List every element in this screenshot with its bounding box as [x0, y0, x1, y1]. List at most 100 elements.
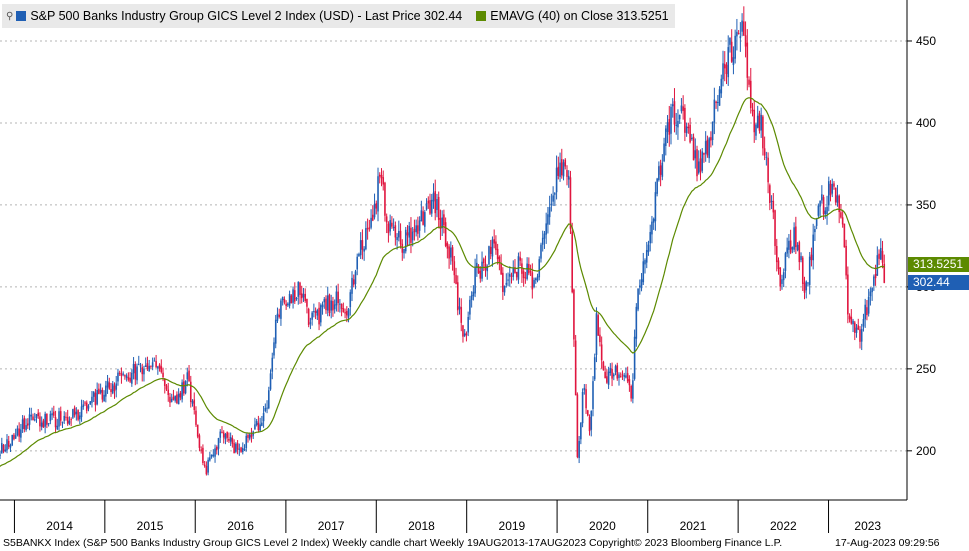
y-tick-label: 250 — [916, 362, 936, 376]
candle-body — [722, 63, 724, 80]
candle-body — [337, 291, 339, 304]
candle-body — [46, 413, 48, 425]
candle-body — [328, 294, 331, 314]
candle-body — [474, 267, 476, 294]
candle-body — [732, 57, 735, 66]
candle-body — [332, 301, 334, 311]
candle-body — [684, 107, 686, 133]
candle-body — [392, 227, 395, 229]
candle-body — [266, 407, 268, 409]
candle-body — [680, 105, 683, 112]
y-tick-label: 450 — [916, 34, 936, 48]
candle-body — [314, 311, 317, 313]
candle-body — [23, 417, 26, 430]
candle-body — [552, 195, 554, 202]
candle-body — [297, 282, 300, 297]
candle-body — [713, 99, 716, 123]
candle-body — [814, 229, 816, 233]
candle-body — [113, 385, 116, 392]
candle-body — [448, 246, 450, 259]
candle-body — [370, 217, 372, 228]
candle-body — [377, 176, 379, 212]
candle-body — [697, 161, 700, 174]
candle-body — [108, 382, 111, 389]
candle-body — [859, 329, 861, 342]
candle-body — [458, 306, 461, 310]
candle-body — [444, 222, 447, 246]
candle-body — [456, 282, 459, 311]
candle-body — [158, 364, 161, 369]
candle-body — [860, 328, 863, 342]
candle-body — [16, 428, 19, 436]
candle-body — [677, 120, 679, 128]
ema-line — [0, 97, 885, 467]
candle-body — [573, 289, 575, 340]
candle-body — [782, 272, 785, 281]
candle-body — [27, 423, 29, 426]
candle-body — [87, 405, 90, 409]
candle-body — [611, 369, 613, 379]
candle-body — [593, 357, 596, 380]
candle-body — [762, 116, 764, 149]
candle-body — [98, 388, 100, 394]
candle-body — [670, 106, 672, 134]
candle-body — [49, 413, 52, 422]
candle-body — [547, 214, 549, 225]
candle-body — [196, 424, 199, 437]
candle-body — [65, 416, 67, 418]
candle-body — [550, 203, 553, 205]
candle-body — [183, 381, 185, 394]
candle-body — [53, 411, 55, 416]
candle-body — [429, 200, 431, 214]
candle-body — [879, 247, 882, 260]
candle-body — [240, 447, 242, 452]
candle-body — [316, 310, 319, 316]
candle-body — [701, 151, 704, 171]
candle-body — [127, 377, 130, 380]
candle-body — [181, 382, 183, 400]
candle-body — [800, 256, 802, 260]
candle-body — [531, 272, 534, 290]
candle-body — [874, 273, 877, 279]
candle-body — [642, 261, 645, 283]
candle-body — [172, 396, 175, 400]
candle-body — [349, 292, 352, 308]
candle-body — [876, 255, 879, 276]
candle-body — [9, 445, 12, 448]
candle-body — [243, 449, 246, 451]
candle-body — [711, 121, 714, 141]
x-tick-label: 2022 — [770, 519, 797, 533]
candle-body — [177, 393, 180, 405]
candle-body — [21, 419, 24, 429]
candle-body — [382, 177, 385, 185]
candle-body — [96, 389, 98, 405]
candle-body — [798, 242, 801, 263]
candle-body — [812, 234, 814, 261]
pin-icon[interactable]: ⚲ — [6, 10, 14, 22]
candle-body — [366, 227, 369, 230]
candle-body — [375, 203, 378, 209]
candle-body — [777, 260, 780, 270]
candle-body — [186, 372, 189, 380]
candle-body — [1, 443, 3, 454]
candlestick-series — [0, 6, 886, 476]
x-axis-ticks: 2014 2015 2016 2017 2018 2019 2020 2021 2022 2023 — [13, 500, 881, 533]
footer-description: S5BANKX Index (S&P 500 Banks Industry Gr… — [3, 537, 783, 549]
candle-body — [600, 344, 603, 361]
candle-body — [247, 434, 249, 438]
candle-body — [13, 434, 15, 440]
candle-body — [0, 454, 1, 456]
candle-body — [236, 443, 239, 450]
candle-body — [840, 212, 842, 218]
candle-body — [202, 447, 204, 463]
candle-body — [850, 316, 853, 324]
candle-body — [730, 41, 733, 62]
series-swatch-ema — [476, 11, 487, 21]
candle-body — [659, 165, 662, 175]
candle-body — [836, 195, 839, 203]
candle-body — [404, 229, 407, 252]
y-axis-ticks: 200250300350400450 — [907, 34, 936, 458]
candle-body — [61, 421, 64, 423]
candle-body — [609, 368, 612, 373]
candle-body — [56, 425, 59, 430]
